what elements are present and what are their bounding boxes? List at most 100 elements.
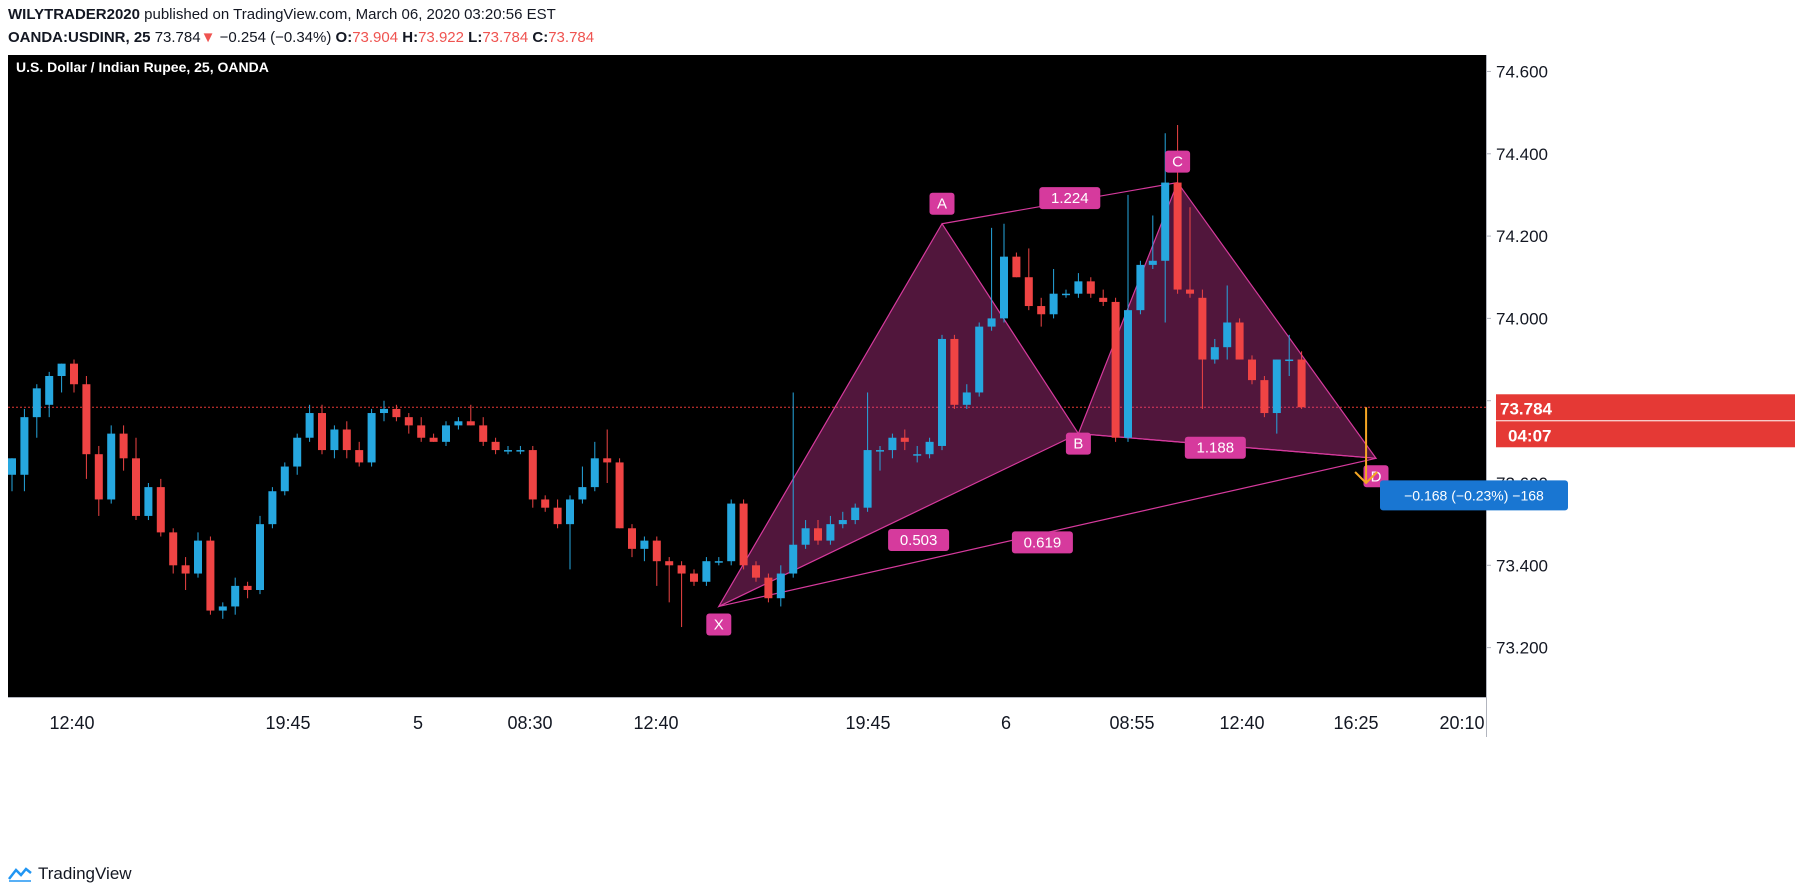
candle-body[interactable] xyxy=(863,450,872,508)
candle-body[interactable] xyxy=(330,429,339,451)
candle-body[interactable] xyxy=(566,499,574,525)
candle-body[interactable] xyxy=(206,540,215,611)
candle-body[interactable] xyxy=(1086,281,1095,294)
candle-body[interactable] xyxy=(975,326,984,393)
candle-body[interactable] xyxy=(1000,256,1008,319)
target-box[interactable] xyxy=(1380,480,1568,511)
tradingview-logo-icon[interactable] xyxy=(8,866,32,882)
candle-body[interactable] xyxy=(962,392,971,405)
candle-body[interactable] xyxy=(1074,281,1083,294)
candle-body[interactable] xyxy=(1186,289,1194,294)
candle-body[interactable] xyxy=(950,338,959,405)
candle-body[interactable] xyxy=(925,441,934,455)
candle-body[interactable] xyxy=(876,450,884,452)
candle-body[interactable] xyxy=(628,528,636,549)
candle-body[interactable] xyxy=(814,528,822,541)
candle-body[interactable] xyxy=(119,433,128,459)
candle-body[interactable] xyxy=(169,532,178,566)
candle-body[interactable] xyxy=(1062,293,1070,296)
candle-body[interactable] xyxy=(1260,380,1269,414)
candle-body[interactable] xyxy=(156,487,165,533)
author-name[interactable]: WILYTRADER2020 xyxy=(8,6,140,23)
candle-body[interactable] xyxy=(293,437,302,467)
candle-body[interactable] xyxy=(764,577,773,599)
candle-body[interactable] xyxy=(702,561,711,582)
candle-body[interactable] xyxy=(1297,359,1306,408)
candle-body[interactable] xyxy=(1210,347,1219,360)
candle-body[interactable] xyxy=(1124,310,1132,438)
candle-body[interactable] xyxy=(280,466,289,492)
candle-body[interactable] xyxy=(404,417,413,426)
candle-body[interactable] xyxy=(553,507,562,525)
plot-background[interactable] xyxy=(8,55,1486,697)
candle-body[interactable] xyxy=(1037,306,1046,315)
candle-body[interactable] xyxy=(32,388,41,418)
candle-body[interactable] xyxy=(727,503,736,562)
candle-body[interactable] xyxy=(541,499,550,508)
candle-body[interactable] xyxy=(1272,359,1281,414)
candle-body[interactable] xyxy=(57,363,66,376)
candle-body[interactable] xyxy=(1198,297,1207,360)
candle-body[interactable] xyxy=(714,561,723,563)
candle-body[interactable] xyxy=(578,487,587,500)
candle-body[interactable] xyxy=(194,540,202,574)
candle-body[interactable] xyxy=(318,413,326,451)
candle-body[interactable] xyxy=(429,437,438,442)
candle-body[interactable] xyxy=(789,544,798,574)
candle-body[interactable] xyxy=(1024,277,1033,307)
candle-body[interactable] xyxy=(677,565,686,574)
candle-body[interactable] xyxy=(1248,359,1256,381)
candle-body[interactable] xyxy=(603,458,612,463)
candle-body[interactable] xyxy=(888,437,897,451)
candle-body[interactable] xyxy=(8,458,16,475)
candle-body[interactable] xyxy=(70,363,78,385)
chart-container[interactable]: U.S. Dollar / Indian Rupee, 25, OANDA 74.… xyxy=(8,55,1805,855)
candle-body[interactable] xyxy=(231,585,240,607)
candle-body[interactable] xyxy=(367,413,376,463)
candle-body[interactable] xyxy=(826,524,835,541)
candle-body[interactable] xyxy=(900,437,909,442)
candle-body[interactable] xyxy=(442,425,450,442)
candle-body[interactable] xyxy=(305,413,314,438)
candle-body[interactable] xyxy=(752,565,760,578)
candle-body[interactable] xyxy=(590,458,599,488)
candle-body[interactable] xyxy=(392,408,401,418)
candle-body[interactable] xyxy=(690,573,698,582)
candle-body[interactable] xyxy=(776,573,785,599)
candle-body[interactable] xyxy=(838,520,847,525)
candle-body[interactable] xyxy=(243,585,252,590)
candle-body[interactable] xyxy=(851,507,860,521)
candle-body[interactable] xyxy=(987,318,996,327)
candle-body[interactable] xyxy=(94,454,103,500)
candle-body[interactable] xyxy=(1161,182,1170,261)
candle-body[interactable] xyxy=(1136,264,1145,311)
candle-body[interactable] xyxy=(652,540,661,562)
candle-body[interactable] xyxy=(528,450,537,500)
candle-body[interactable] xyxy=(45,376,54,405)
last-price-tag[interactable] xyxy=(1496,394,1795,421)
price-axis-background[interactable] xyxy=(1486,55,1805,697)
candle-body[interactable] xyxy=(1173,182,1182,290)
candle-body[interactable] xyxy=(1148,260,1157,265)
candle-body[interactable] xyxy=(516,450,525,452)
candle-body[interactable] xyxy=(380,408,388,414)
candle-body[interactable] xyxy=(107,433,116,500)
candle-body[interactable] xyxy=(1235,322,1244,360)
candle-body[interactable] xyxy=(20,417,29,475)
candle-body[interactable] xyxy=(665,561,674,566)
candle-body[interactable] xyxy=(504,450,512,452)
candle-body[interactable] xyxy=(256,524,264,590)
candle-body[interactable] xyxy=(1285,359,1294,362)
candle-body[interactable] xyxy=(801,528,810,545)
price-chart[interactable]: U.S. Dollar / Indian Rupee, 25, OANDA 74.… xyxy=(8,55,1805,855)
candle-body[interactable] xyxy=(615,462,624,529)
candle-body[interactable] xyxy=(355,450,364,463)
candle-body[interactable] xyxy=(479,425,488,442)
candle-body[interactable] xyxy=(417,425,426,438)
candle-body[interactable] xyxy=(342,429,351,451)
candle-body[interactable] xyxy=(132,458,140,516)
candle-body[interactable] xyxy=(491,441,500,451)
candle-body[interactable] xyxy=(144,487,153,516)
candle-body[interactable] xyxy=(181,565,190,574)
candle-body[interactable] xyxy=(938,338,946,446)
